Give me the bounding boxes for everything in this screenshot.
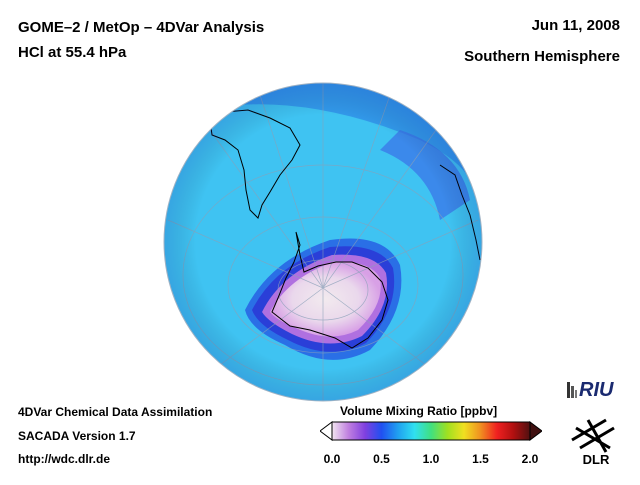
footer-line1: 4DVar Chemical Data Assimilation bbox=[18, 405, 213, 419]
footer-link[interactable]: http://wdc.dlr.de bbox=[18, 452, 110, 466]
dlr-logo: DLR bbox=[566, 414, 626, 471]
colorbar-tick-label: 1.0 bbox=[422, 452, 440, 466]
colorbar-low-arrow bbox=[319, 421, 333, 441]
region-label: Southern Hemisphere bbox=[464, 48, 620, 65]
colorbar-tick-label: 2.0 bbox=[521, 452, 539, 466]
dlr-logo-text: DLR bbox=[583, 452, 610, 466]
date-label: Jun 11, 2008 bbox=[531, 17, 620, 34]
colorbar-tick-label: 1.5 bbox=[472, 452, 489, 466]
riu-logo: RIU bbox=[565, 376, 625, 407]
colorbar-tick-label: 0.0 bbox=[323, 452, 341, 466]
globe-shading bbox=[164, 83, 482, 401]
title-line2: HCl at 55.4 hPa bbox=[18, 44, 127, 61]
colorbar-high-arrow bbox=[529, 421, 543, 441]
colorbar bbox=[319, 421, 543, 441]
dlr-logo-mark bbox=[571, 418, 615, 453]
riu-logo-text: RIU bbox=[579, 379, 614, 401]
footer-line2: SACADA Version 1.7 bbox=[18, 429, 136, 443]
title-line1: GOME–2 / MetOp – 4DVar Analysis bbox=[18, 19, 265, 36]
colorbar-title: Volume Mixing Ratio [ppbv] bbox=[340, 404, 498, 418]
colorbar-tick-label: 0.5 bbox=[373, 452, 390, 466]
globe-outline bbox=[163, 82, 483, 402]
colorbar-gradient bbox=[331, 421, 531, 441]
globe-content bbox=[164, 83, 482, 401]
colorbar-ticks: 0.0 0.5 1.0 1.5 2.0 bbox=[324, 452, 539, 468]
